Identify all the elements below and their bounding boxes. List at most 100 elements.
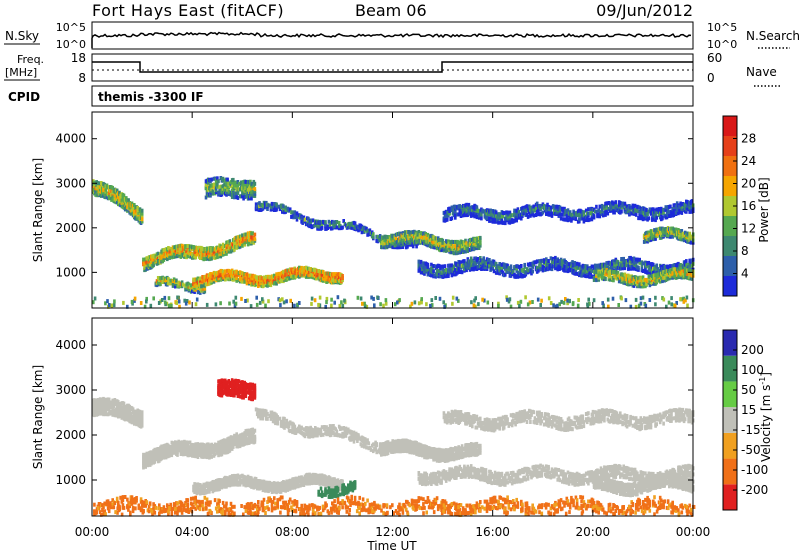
power-cell <box>508 297 512 302</box>
power-cell <box>214 178 218 183</box>
power-cell <box>232 299 235 304</box>
power-cell <box>492 269 496 274</box>
power-cell <box>680 229 684 233</box>
power-cell <box>531 209 534 214</box>
power-cell <box>630 256 633 261</box>
power-cell <box>106 299 109 304</box>
power-cell <box>570 216 573 221</box>
power-cell <box>551 204 555 209</box>
power-cell <box>549 301 553 305</box>
power-cell <box>668 210 671 215</box>
power-cell <box>187 282 191 287</box>
power-cell <box>193 280 196 285</box>
power-cell <box>652 217 655 222</box>
power-cell <box>531 300 534 304</box>
power-cell <box>296 302 299 307</box>
power-cell <box>590 217 594 222</box>
power-cell <box>410 301 414 306</box>
power-cell <box>454 209 457 214</box>
power-cell <box>228 301 231 306</box>
power-cell <box>568 298 571 303</box>
power-cell <box>536 297 540 302</box>
power-cell <box>636 209 639 214</box>
power-cell <box>96 181 100 186</box>
power-cell <box>507 299 511 304</box>
power-cell <box>167 303 171 308</box>
power-cell <box>235 278 238 283</box>
power-cell <box>284 205 287 210</box>
power-cell <box>567 217 571 222</box>
power-cell <box>601 213 605 218</box>
power-cell <box>470 300 473 305</box>
velocity-cell <box>107 397 111 402</box>
power-cell <box>422 261 425 266</box>
power-cell <box>127 198 130 203</box>
power-cell <box>568 210 572 215</box>
power-cell <box>447 239 450 244</box>
power-cell <box>163 276 167 281</box>
power-cell <box>509 304 513 309</box>
power-cell <box>463 261 466 266</box>
power-cell <box>523 262 526 267</box>
power-cell <box>645 214 648 219</box>
power-cell <box>670 296 673 301</box>
power-cell <box>408 234 411 239</box>
power-cell <box>443 304 446 309</box>
power-cell <box>649 210 653 215</box>
power-cell <box>439 240 442 245</box>
power-cell <box>429 303 432 308</box>
cpid-panel: CPID themis -3300 IF <box>8 85 694 107</box>
power-cell <box>539 203 542 208</box>
power-cell <box>654 295 657 300</box>
power-cell <box>298 301 301 305</box>
power-cell <box>590 215 594 219</box>
power-cell <box>303 217 307 222</box>
power-cell <box>113 299 116 304</box>
power-cell <box>650 268 654 273</box>
power-cell <box>497 214 500 219</box>
power-cell <box>112 303 116 308</box>
power-cell <box>417 301 421 306</box>
power-cell <box>370 295 373 300</box>
power-cell <box>520 216 523 221</box>
power-cell <box>161 280 164 284</box>
power-cell <box>310 296 314 301</box>
power-cell <box>684 298 687 303</box>
power-cell <box>639 296 643 301</box>
cpid-label: CPID <box>8 90 40 104</box>
power-cell <box>129 205 133 210</box>
power-cell <box>253 189 257 194</box>
power-cell <box>493 217 497 222</box>
power-cell <box>623 272 627 277</box>
power-cell <box>547 296 551 301</box>
power-cell <box>157 301 161 305</box>
power-cell <box>488 212 491 217</box>
power-cell <box>253 181 257 186</box>
power-cell <box>513 218 516 223</box>
power-cell <box>372 296 375 301</box>
power-cell <box>92 300 95 305</box>
power-cell <box>582 210 586 215</box>
velocity-cell <box>97 411 101 416</box>
power-cell <box>654 236 657 241</box>
power-cell <box>246 298 249 303</box>
power-cell <box>668 276 671 281</box>
power-cell <box>413 300 417 305</box>
power-cell <box>613 210 616 215</box>
power-cell <box>403 230 407 235</box>
power-cell <box>289 298 292 303</box>
power-cell <box>517 209 521 214</box>
power-cell <box>222 189 226 194</box>
power-cell <box>565 216 569 221</box>
power-cell <box>525 212 529 217</box>
power-cell <box>665 215 669 220</box>
power-cell <box>204 182 208 187</box>
colorbar-swatch <box>723 256 737 276</box>
power-cell <box>214 274 218 279</box>
power-cell <box>587 211 590 216</box>
power-cell <box>582 213 586 218</box>
power-cell <box>576 303 580 308</box>
power-cell <box>542 203 546 208</box>
power-cell <box>122 300 125 305</box>
